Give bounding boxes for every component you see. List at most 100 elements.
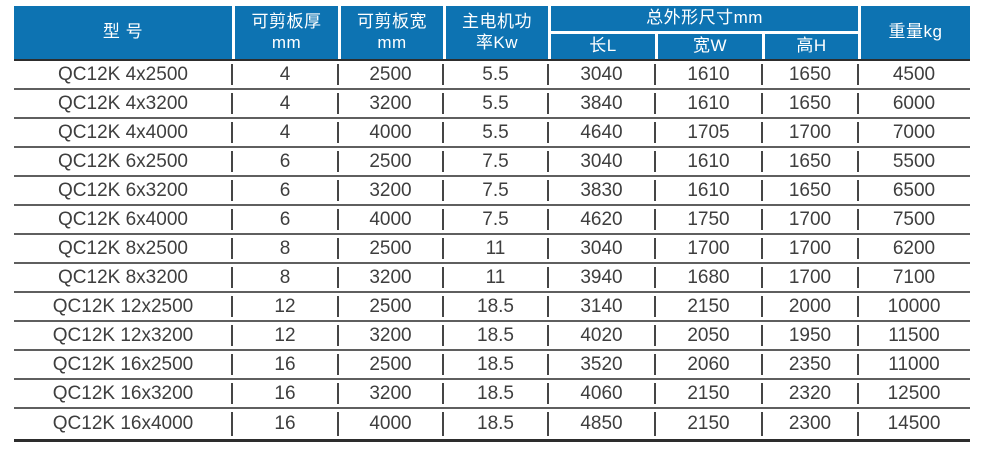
cell-width: 3200 [338, 322, 444, 349]
cell-model: QC12K 8x3200 [14, 264, 233, 291]
cell-width: 3200 [338, 380, 444, 407]
header-weight-label: 重量kg [888, 22, 943, 42]
cell-weight: 6200 [892, 237, 936, 259]
header-width-line2: mm [377, 32, 407, 52]
cell-model: QC12K 12x2500 [14, 293, 233, 320]
cell-model: QC12K 16x2500 [14, 351, 233, 378]
header-power-line1: 主电机功 [462, 11, 532, 31]
cell-dim-width: 2150 [655, 409, 763, 439]
cell-dim-width: 2150 [655, 380, 763, 407]
table-body: QC12K 4x2500 4 2500 5.5 3040 1610 1650 4… [14, 59, 970, 442]
header-dim-length-label: 长L [589, 36, 617, 56]
table-row: QC12K 8x3200 8 3200 11 3940 1680 1700 71… [14, 264, 970, 293]
cell-thickness: 4 [232, 119, 339, 146]
cell-thickness: 8 [232, 235, 339, 262]
cell-length: 3040 [548, 235, 656, 262]
cell-height: 1700 [762, 235, 859, 262]
header-dim-width: 宽W [655, 31, 762, 59]
cell-model: QC12K 16x4000 [14, 409, 233, 439]
header-width: 可剪板宽 mm [338, 6, 443, 59]
header-thickness-line2: mm [271, 32, 302, 52]
cell-weight: 6000 [892, 92, 936, 114]
cell-width: 3200 [338, 177, 444, 204]
cell-weight: 11500 [888, 324, 940, 346]
cell-width: 2500 [338, 293, 444, 320]
table-row: QC12K 4x4000 4 4000 5.5 4640 1705 1700 7… [14, 119, 970, 148]
cell-width: 3200 [338, 90, 444, 117]
cell-model: QC12K 4x4000 [14, 119, 233, 146]
cell-length: 3840 [548, 90, 656, 117]
cell-thickness: 4 [232, 90, 339, 117]
cell-thickness: 8 [232, 264, 339, 291]
table-row: QC12K 16x2500 16 2500 18.5 3520 2060 235… [14, 351, 970, 380]
cell-width: 2500 [338, 61, 444, 88]
table-header: 型 号 可剪板厚 mm 可剪板宽 mm 主电机功 率Kw 总外形尺寸mm 重量k… [14, 6, 970, 59]
cell-thickness: 16 [232, 409, 339, 439]
cell-height: 1700 [762, 264, 859, 291]
cell-dim-width: 2150 [655, 293, 763, 320]
cell-height: 1650 [762, 177, 859, 204]
cell-dim-width: 1700 [655, 235, 763, 262]
cell-thickness: 6 [232, 206, 339, 233]
cell-weight: 7500 [892, 208, 936, 230]
cell-power: 7.5 [443, 148, 549, 175]
cell-weight: 10000 [887, 295, 941, 317]
cell-power: 11 [443, 264, 549, 291]
cell-weight: 11000 [888, 353, 940, 375]
cell-width: 3200 [338, 264, 444, 291]
cell-dim-width: 2050 [655, 322, 763, 349]
cell-height: 1650 [762, 61, 859, 88]
cell-thickness: 12 [232, 293, 339, 320]
cell-dim-width: 1705 [655, 119, 763, 146]
header-dim-length: 长L [548, 31, 655, 59]
cell-height: 1700 [762, 119, 859, 146]
header-power-line2: 率Kw [475, 32, 519, 52]
header-power: 主电机功 率Kw [443, 6, 548, 59]
cell-height: 2350 [762, 351, 859, 378]
cell-weight: 5500 [892, 150, 936, 172]
cell-power: 18.5 [443, 351, 549, 378]
cell-power: 18.5 [443, 293, 549, 320]
table-row: QC12K 6x4000 6 4000 7.5 4620 1750 1700 7… [14, 206, 970, 235]
header-dim-height-label: 高H [796, 36, 827, 56]
cell-height: 1650 [762, 90, 859, 117]
cell-weight: 14500 [887, 413, 941, 434]
header-dim-height: 高H [762, 31, 858, 59]
header-thickness: 可剪板厚 mm [232, 6, 338, 59]
cell-width: 4000 [338, 119, 444, 146]
cell-thickness: 4 [232, 61, 339, 88]
cell-model: QC12K 4x2500 [14, 61, 233, 88]
table-row: QC12K 4x3200 4 3200 5.5 3840 1610 1650 6… [14, 90, 970, 119]
table-row: QC12K 16x3200 16 3200 18.5 4060 2150 232… [14, 380, 970, 409]
cell-power: 18.5 [443, 380, 549, 407]
cell-length: 3140 [548, 293, 656, 320]
cell-model: QC12K 4x3200 [14, 90, 233, 117]
cell-weight: 6500 [892, 179, 936, 201]
cell-height: 1700 [762, 206, 859, 233]
cell-power: 18.5 [443, 409, 549, 439]
cell-model: QC12K 6x2500 [14, 148, 233, 175]
cell-height: 2320 [762, 380, 859, 407]
cell-height: 1950 [762, 322, 859, 349]
cell-thickness: 12 [232, 322, 339, 349]
cell-length: 3040 [548, 61, 656, 88]
cell-power: 11 [443, 235, 549, 262]
cell-width: 2500 [338, 148, 444, 175]
header-model: 型 号 [14, 6, 232, 59]
cell-model: QC12K 12x3200 [14, 322, 233, 349]
cell-weight: 7000 [892, 121, 936, 143]
cell-dim-width: 1610 [655, 177, 763, 204]
cell-length: 4060 [548, 380, 656, 407]
cell-height: 1650 [762, 148, 859, 175]
header-model-label: 型 号 [102, 22, 144, 42]
cell-model: QC12K 6x3200 [14, 177, 233, 204]
cell-height: 2300 [762, 409, 859, 439]
cell-dim-width: 1680 [655, 264, 763, 291]
cell-dim-width: 2060 [655, 351, 763, 378]
cell-weight: 12500 [887, 382, 941, 404]
header-thickness-line1: 可剪板厚 [251, 11, 322, 31]
cell-model: QC12K 16x3200 [14, 380, 233, 407]
table-row: QC12K 12x2500 12 2500 18.5 3140 2150 200… [14, 293, 970, 322]
cell-thickness: 6 [232, 148, 339, 175]
header-dims-group: 总外形尺寸mm [548, 6, 858, 31]
